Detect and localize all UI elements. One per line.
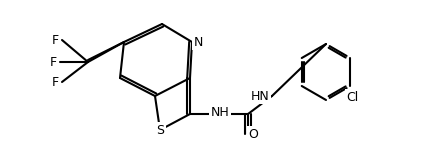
- Text: F: F: [52, 75, 59, 89]
- Text: N: N: [194, 36, 203, 48]
- Text: S: S: [156, 124, 164, 136]
- Text: NH: NH: [211, 106, 229, 119]
- Text: HN: HN: [251, 90, 270, 103]
- Text: Cl: Cl: [346, 91, 358, 104]
- Text: O: O: [248, 127, 258, 140]
- Text: F: F: [50, 55, 57, 68]
- Text: F: F: [52, 34, 59, 46]
